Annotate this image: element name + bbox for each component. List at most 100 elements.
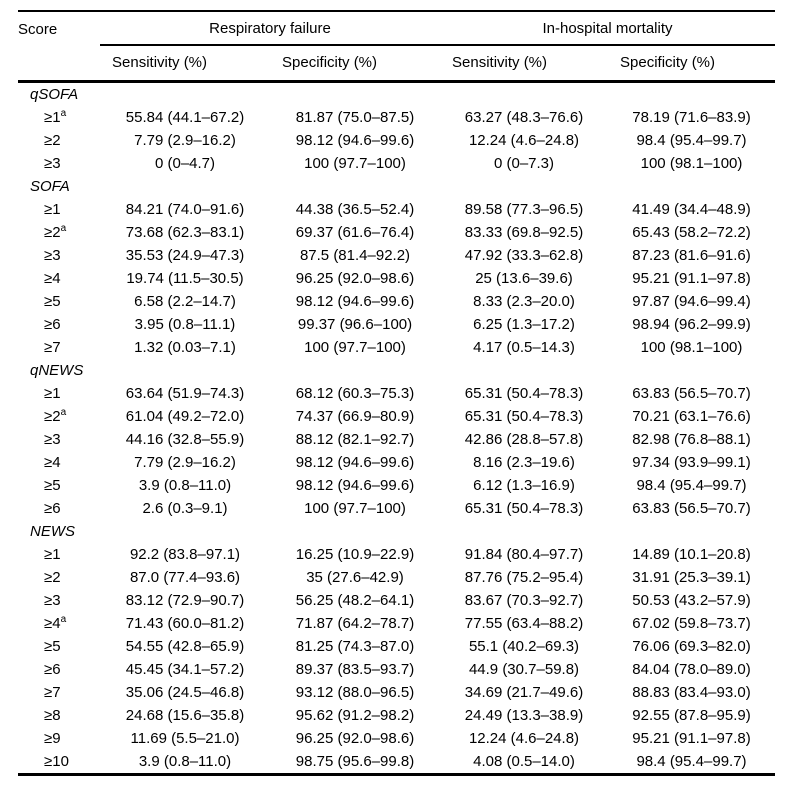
threshold-label: ≥2: [44, 132, 61, 149]
threshold-label: ≥3: [44, 155, 61, 172]
footnote-marker: a: [60, 108, 67, 119]
value-cell: 100 (98.1–100): [640, 155, 743, 172]
threshold-cell: ≥3: [18, 428, 100, 451]
value-cell: 19.74 (11.5–30.5): [126, 270, 244, 287]
threshold-cell: ≥3: [18, 244, 100, 267]
value-cell: 31.91 (25.3–39.1): [632, 569, 751, 586]
table-row: ≥3 83.12 (72.9–90.7) 56.25 (48.2–64.1) 83.6…: [18, 589, 775, 612]
value-cell: 98.4 (95.4–99.7): [636, 132, 747, 149]
value-cell: 98.94 (96.2–99.9): [632, 316, 751, 333]
value-cell: 99.37 (96.6–100): [297, 316, 413, 333]
value-cell: 6.12 (1.3–16.9): [473, 477, 575, 494]
value-cell: 24.68 (15.6–35.8): [125, 707, 245, 724]
threshold-label: ≥2: [44, 569, 61, 586]
threshold-label: ≥2: [44, 408, 61, 425]
value-cell: 100 (97.7–100): [304, 155, 406, 172]
value-cell: 65.31 (50.4–78.3): [464, 408, 584, 425]
value-cell: 0 (0–7.3): [493, 155, 555, 172]
value-cell: 44.38 (36.5–52.4): [295, 201, 415, 218]
threshold-cell: ≥2: [18, 566, 100, 589]
ihm-specificity-header: Specificity (%): [608, 45, 775, 83]
threshold-label: ≥1: [44, 546, 61, 563]
value-cell: 98.75 (95.6–99.8): [295, 753, 415, 770]
value-cell: 78.19 (71.6–83.9): [632, 109, 751, 126]
value-cell: 74.37 (66.9–80.9): [295, 408, 415, 425]
value-cell: 83.33 (69.8–92.5): [464, 224, 584, 241]
threshold-label: ≥1: [44, 201, 61, 218]
value-cell: 71.43 (60.0–81.2): [125, 615, 245, 632]
value-cell: 63.27 (48.3–76.6): [464, 109, 584, 126]
threshold-cell: ≥1: [18, 382, 100, 405]
section-row: NEWS: [18, 520, 775, 543]
group-header-in-hospital-mortality: In-hospital mortality: [440, 11, 775, 46]
value-cell: 65.43 (58.2–72.2): [632, 224, 751, 241]
threshold-cell: ≥4a: [18, 612, 100, 635]
value-cell: 50.53 (43.2–57.9): [632, 592, 751, 609]
value-cell: 98.12 (94.6–99.6): [295, 454, 415, 471]
value-cell: 8.33 (2.3–20.0): [473, 293, 575, 310]
value-cell: 92.55 (87.8–95.9): [632, 707, 751, 724]
threshold-label: ≥1: [44, 385, 61, 402]
threshold-label: ≥8: [44, 707, 61, 724]
value-cell: 0 (0–4.7): [154, 155, 216, 172]
value-cell: 63.83 (56.5–70.7): [632, 500, 751, 517]
threshold-label: ≥9: [44, 730, 61, 747]
threshold-cell: ≥10: [18, 750, 100, 775]
value-cell: 42.86 (28.8–57.8): [464, 431, 584, 448]
value-cell: 88.83 (83.4–93.0): [632, 684, 751, 701]
value-cell: 35 (27.6–42.9): [306, 569, 404, 586]
value-cell: 88.12 (82.1–92.7): [295, 431, 415, 448]
footnote-marker: a: [60, 223, 67, 234]
value-cell: 91.84 (80.4–97.7): [464, 546, 584, 563]
table-row: ≥9 11.69 (5.5–21.0) 96.25 (92.0–98.6) 12.24…: [18, 727, 775, 750]
value-cell: 35.06 (24.5–46.8): [125, 684, 245, 701]
table-row: ≥4a 71.43 (60.0–81.2) 71.87 (64.2–78.7) 77.…: [18, 612, 775, 635]
threshold-cell: ≥5: [18, 290, 100, 313]
threshold-label: ≥7: [44, 684, 61, 701]
table-row: ≥1 84.21 (74.0–91.6) 44.38 (36.5–52.4) 89.5…: [18, 198, 775, 221]
score-column-header: Score: [18, 20, 58, 38]
value-cell: 2.6 (0.3–9.1): [142, 500, 228, 517]
threshold-cell: ≥6: [18, 313, 100, 336]
table-row: ≥6 2.6 (0.3–9.1) 100 (97.7–100) 65.31 (50.4…: [18, 497, 775, 520]
threshold-label: ≥10: [44, 753, 69, 770]
threshold-label: ≥6: [44, 316, 61, 333]
sub-header-row: Sensitivity (%) Specificity (%) Sensitiv…: [18, 45, 775, 83]
value-cell: 6.58 (2.2–14.7): [134, 293, 236, 310]
threshold-cell: ≥2a: [18, 405, 100, 428]
value-cell: 97.34 (93.9–99.1): [632, 454, 751, 471]
value-cell: 63.64 (51.9–74.3): [125, 385, 245, 402]
table-row: ≥5 3.9 (0.8–11.0) 98.12 (94.6–99.6) 6.12 (1…: [18, 474, 775, 497]
table-row: ≥1 92.2 (83.8–97.1) 16.25 (10.9–22.9) 91.84…: [18, 543, 775, 566]
table-row: ≥6 3.95 (0.8–11.1) 99.37 (96.6–100) 6.25 (1…: [18, 313, 775, 336]
section-name: SOFA: [30, 178, 70, 195]
value-cell: 73.68 (62.3–83.1): [125, 224, 245, 241]
threshold-cell: ≥2a: [18, 221, 100, 244]
table-row: ≥10 3.9 (0.8–11.0) 98.75 (95.6–99.8) 4.08 (…: [18, 750, 775, 775]
threshold-label: ≥6: [44, 500, 61, 517]
value-cell: 98.4 (95.4–99.7): [636, 477, 747, 494]
threshold-label: ≥3: [44, 247, 61, 264]
value-cell: 98.12 (94.6–99.6): [295, 132, 415, 149]
value-cell: 68.12 (60.3–75.3): [295, 385, 415, 402]
table-row: ≥2a 61.04 (49.2–72.0) 74.37 (66.9–80.9) 65.…: [18, 405, 775, 428]
table-row: ≥4 7.79 (2.9–16.2) 98.12 (94.6–99.6) 8.16 (…: [18, 451, 775, 474]
value-cell: 12.24 (4.6–24.8): [468, 132, 580, 149]
threshold-cell: ≥4: [18, 451, 100, 474]
value-cell: 71.87 (64.2–78.7): [295, 615, 415, 632]
table-row: ≥3 44.16 (32.8–55.9) 88.12 (82.1–92.7) 42.8…: [18, 428, 775, 451]
value-cell: 11.69 (5.5–21.0): [130, 730, 240, 747]
value-cell: 41.49 (34.4–48.9): [632, 201, 751, 218]
threshold-cell: ≥8: [18, 704, 100, 727]
value-cell: 44.16 (32.8–55.9): [125, 431, 245, 448]
value-cell: 65.31 (50.4–78.3): [464, 500, 584, 517]
value-cell: 92.2 (83.8–97.1): [129, 546, 241, 563]
threshold-label: ≥4: [44, 270, 61, 287]
value-cell: 89.58 (77.3–96.5): [464, 201, 584, 218]
threshold-cell: ≥6: [18, 497, 100, 520]
value-cell: 87.0 (77.4–93.6): [129, 569, 241, 586]
threshold-label: ≥6: [44, 661, 61, 678]
threshold-cell: ≥7: [18, 336, 100, 359]
table-header: Score Respiratory failure In-hospital mo…: [18, 11, 775, 83]
ihm-sensitivity-header: Sensitivity (%): [440, 45, 608, 83]
